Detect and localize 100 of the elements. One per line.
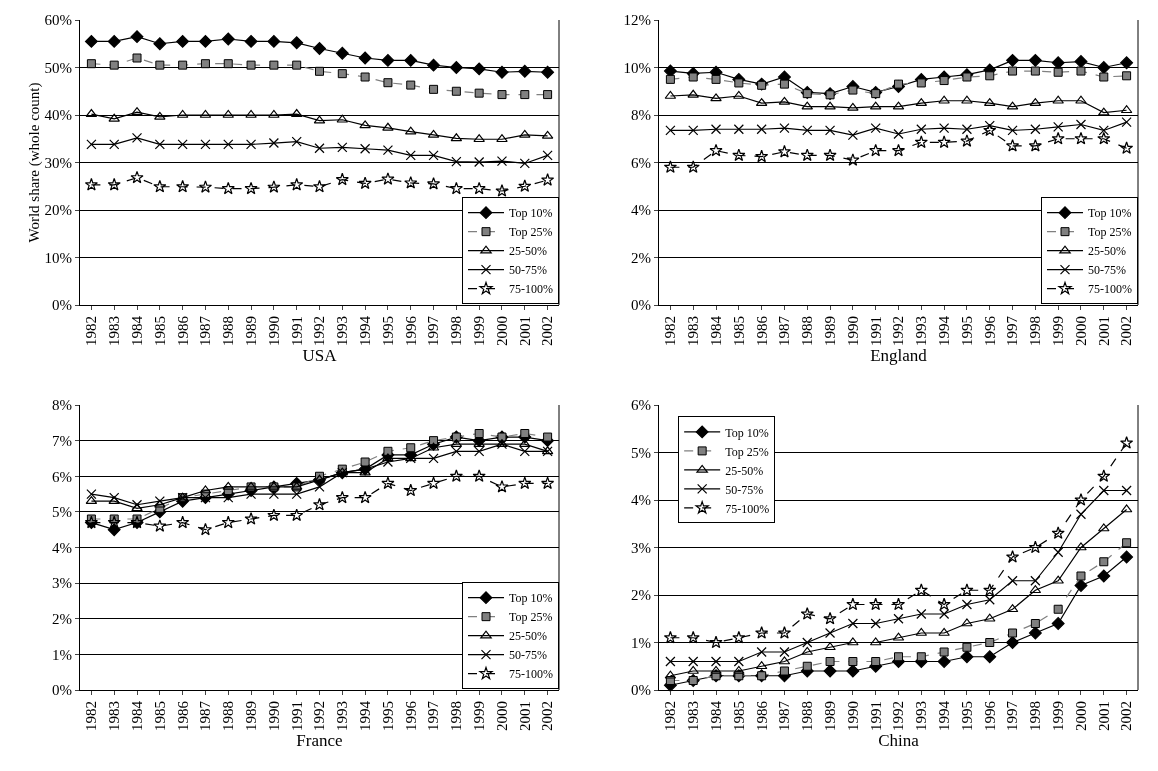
legend-label: Top 25% (509, 225, 553, 240)
y-tick-label: 30% (44, 154, 72, 171)
x-tick-label: 1999 (471, 701, 488, 731)
x-tick-label: 1990 (265, 701, 282, 731)
x-tick-label: 1982 (83, 316, 100, 346)
legend-label: 25-50% (725, 463, 764, 478)
legend-label: 75-100% (725, 501, 770, 516)
legend-label: 25-50% (509, 244, 547, 259)
x-tick-label: 1997 (425, 700, 442, 731)
legend-label: 50-75% (1088, 263, 1126, 278)
x-tick-label: 1995 (379, 701, 396, 731)
y-tick-label: 3% (52, 575, 72, 592)
x-tick-label: 1992 (890, 316, 907, 346)
legend-label: 25-50% (1088, 244, 1126, 259)
legend-label: 75-100% (509, 282, 553, 297)
y-tick-label: 3% (631, 539, 651, 556)
x-tick-label: 1983 (106, 316, 123, 346)
y-tick-label: 40% (44, 107, 72, 124)
x-tick-label: 1993 (913, 701, 930, 731)
x-tick-label: 2002 (1118, 701, 1135, 731)
x-tick-label: 1989 (821, 316, 838, 346)
y-tick-label: 6% (631, 397, 651, 414)
y-tick-label: 5% (52, 504, 72, 521)
x-tick-label: 1990 (844, 316, 861, 346)
x-tick-label: 1999 (471, 316, 488, 346)
y-tick-label: 50% (44, 59, 72, 76)
legend-label: 75-100% (509, 667, 553, 682)
legend-label: 50-75% (509, 648, 547, 663)
x-tick-label: 1988 (220, 316, 237, 346)
x-tick-label: 1998 (448, 701, 465, 731)
y-tick-label: 4% (52, 539, 72, 556)
x-tick-label: 1984 (707, 700, 724, 731)
x-tick-label: 1993 (334, 701, 351, 731)
x-tick-label: 1987 (197, 315, 214, 346)
x-axis-title: England (870, 346, 928, 366)
x-tick-label: 1987 (776, 700, 793, 731)
y-tick-label: 4% (631, 202, 651, 219)
x-tick-label: 1994 (935, 700, 952, 731)
x-tick-label: 1988 (799, 316, 816, 346)
legend-label: Top 10% (509, 591, 553, 606)
x-tick-label: 1989 (242, 701, 259, 731)
y-tick-label: 0% (631, 297, 651, 314)
x-tick-label: 1987 (197, 700, 214, 731)
x-tick-label: 1991 (288, 316, 305, 346)
x-tick-label: 1997 (1004, 315, 1021, 346)
y-tick-label: 1% (52, 646, 72, 663)
x-tick-label: 1994 (356, 315, 373, 346)
y-tick-label: 2% (631, 587, 651, 604)
x-tick-label: 1986 (753, 315, 770, 346)
x-tick-label: 1988 (220, 701, 237, 731)
x-tick-label: 1997 (1004, 700, 1021, 731)
y-axis-title: World share (whole count) (25, 82, 43, 243)
x-tick-label: 2000 (1072, 316, 1089, 346)
x-tick-label: 1986 (174, 315, 191, 346)
x-tick-label: 1989 (242, 316, 259, 346)
y-tick-label: 10% (44, 249, 72, 266)
x-tick-label: 1983 (685, 316, 702, 346)
x-tick-label: 2002 (539, 316, 556, 346)
x-tick-label: 2001 (516, 316, 533, 346)
x-tick-label: 1982 (83, 701, 100, 731)
x-tick-label: 1997 (425, 315, 442, 346)
x-tick-label: 1982 (662, 701, 679, 731)
y-tick-label: 8% (631, 107, 651, 124)
x-tick-label: 1992 (890, 701, 907, 731)
x-tick-label: 1987 (776, 315, 793, 346)
y-tick-label: 5% (631, 444, 651, 461)
x-axis-title: USA (302, 346, 338, 366)
y-tick-label: 0% (631, 682, 651, 699)
x-tick-label: 1991 (288, 701, 305, 731)
x-tick-label: 2000 (493, 701, 510, 731)
legend-label: Top 25% (1088, 225, 1132, 240)
x-tick-label: 1983 (685, 701, 702, 731)
x-tick-label: 1996 (981, 315, 998, 346)
x-tick-label: 1994 (935, 315, 952, 346)
x-tick-label: 1990 (265, 316, 282, 346)
x-tick-label: 1989 (821, 701, 838, 731)
x-axis-title: China (878, 731, 920, 751)
x-tick-label: 1986 (174, 700, 191, 731)
x-tick-label: 1985 (730, 701, 747, 731)
y-tick-label: 12% (623, 12, 651, 29)
x-tick-label: 2001 (1095, 316, 1112, 346)
x-tick-label: 1984 (707, 315, 724, 346)
x-tick-label: 2001 (1095, 701, 1112, 731)
y-tick-label: 4% (631, 492, 651, 509)
x-tick-label: 1996 (402, 315, 419, 346)
x-tick-label: 1998 (448, 316, 465, 346)
x-tick-label: 1988 (799, 701, 816, 731)
legend-label: Top 10% (1088, 206, 1132, 221)
x-tick-label: 1991 (867, 701, 884, 731)
y-tick-label: 1% (631, 634, 651, 651)
legend-label: Top 25% (725, 444, 769, 459)
legend-label: 25-50% (509, 629, 547, 644)
x-tick-label: 1998 (1027, 316, 1044, 346)
legend-label: 50-75% (509, 263, 547, 278)
y-tick-label: 6% (631, 154, 651, 171)
x-tick-label: 1995 (958, 701, 975, 731)
x-tick-label: 1995 (379, 316, 396, 346)
x-tick-label: 2000 (1072, 701, 1089, 731)
x-tick-label: 1986 (753, 700, 770, 731)
y-tick-label: 2% (52, 611, 72, 627)
